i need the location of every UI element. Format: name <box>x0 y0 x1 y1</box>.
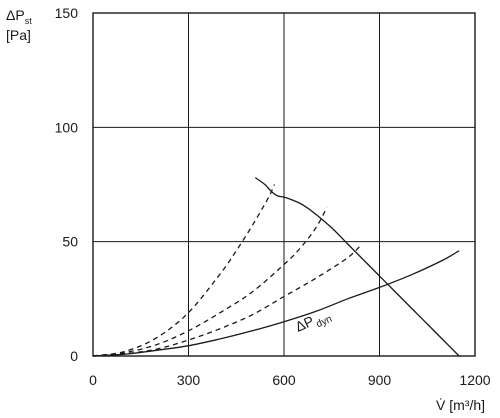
y-tick-label: 0 <box>70 348 78 364</box>
series-line-4 <box>92 207 328 357</box>
x-tick-label: 1200 <box>459 372 490 388</box>
y-axis-subscript: st <box>24 15 32 26</box>
series-line-3 <box>92 184 275 357</box>
y-axis-label: ΔPst <box>6 6 32 30</box>
series-line-1 <box>254 177 460 357</box>
x-axis-label: V̇ [m³/h] <box>436 397 485 413</box>
y-tick-label: 50 <box>62 234 78 250</box>
plot-frame <box>92 12 476 357</box>
y-tick-label: 150 <box>55 5 79 21</box>
series-line-2 <box>92 250 460 357</box>
x-tick-label: 300 <box>177 372 201 388</box>
x-tick-label: 0 <box>89 372 97 388</box>
grid-lines <box>93 13 475 356</box>
x-tick-label: 600 <box>272 372 296 388</box>
tick-labels: 0 300 600 900 1200 0 50 100 150 <box>55 5 491 388</box>
x-tick-label: 900 <box>368 372 392 388</box>
annotation-symbol: ΔP <box>293 313 317 335</box>
y-tick-label: 100 <box>55 119 79 135</box>
annotation-subscript: dyn <box>315 314 334 331</box>
series-line-5 <box>92 243 363 357</box>
data-series <box>92 177 460 357</box>
dynamic-pressure-annotation: ΔP dyn <box>293 313 334 335</box>
y-axis-unit: [Pa] <box>6 27 31 43</box>
y-axis-symbol: ΔP <box>6 7 25 23</box>
